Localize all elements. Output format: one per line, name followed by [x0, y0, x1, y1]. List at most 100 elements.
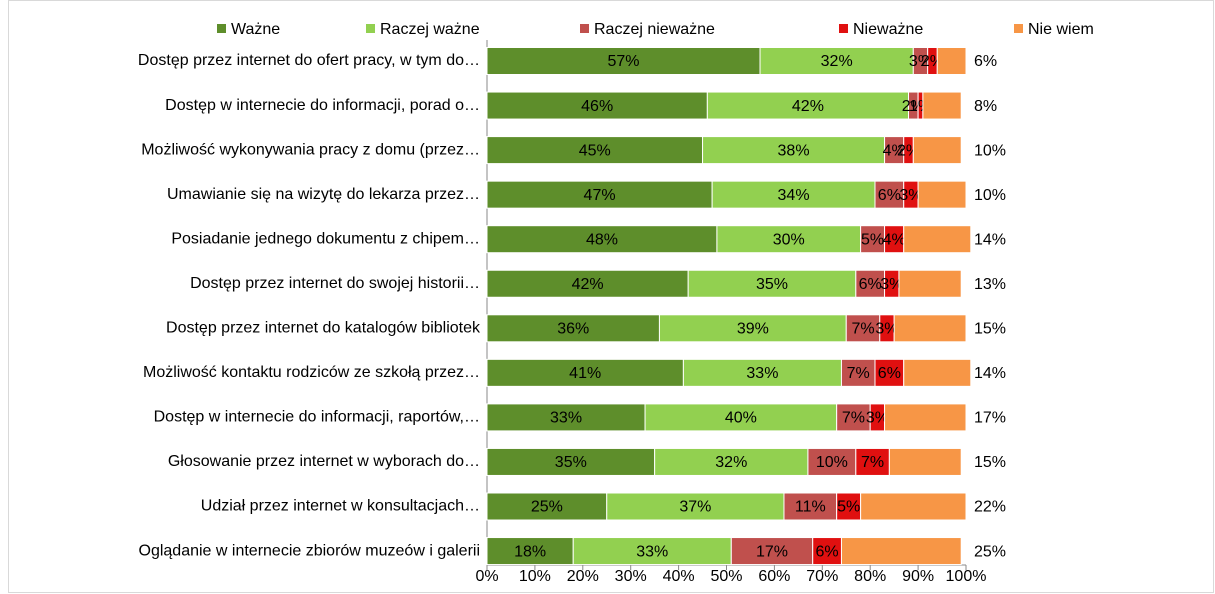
data-label: 11%: [795, 499, 826, 516]
bar-segment: [922, 91, 962, 120]
bar-segment: [917, 180, 967, 209]
x-tick-label: 100%: [946, 568, 987, 585]
legend-label: Nie wiem: [1028, 21, 1094, 38]
data-label: 6%: [816, 543, 839, 560]
bar-segment: [888, 447, 962, 476]
bar-segment: [783, 492, 838, 521]
data-label: 18%: [514, 543, 546, 560]
data-label: 7%: [851, 321, 874, 338]
data-label: 5%: [837, 499, 860, 516]
bar-segment: [874, 180, 905, 209]
bar-segment: [486, 358, 684, 387]
data-label: 17%: [974, 410, 1006, 427]
data-label: 33%: [636, 543, 668, 560]
data-label: 41%: [569, 365, 601, 382]
bar-segment: [855, 447, 890, 476]
legend-label: Raczej nieważne: [594, 21, 715, 38]
category-label: Udział przez internet w konsultacjach…: [201, 498, 480, 515]
data-label: 25%: [974, 543, 1006, 560]
data-label: 35%: [756, 276, 788, 293]
bar-segment: [855, 269, 886, 298]
bar-segment: [936, 47, 967, 75]
x-tick-label: 10%: [519, 568, 551, 585]
bar-segment: [840, 537, 962, 566]
bar-segment: [486, 136, 704, 165]
data-label: 30%: [773, 231, 805, 248]
data-label: 40%: [725, 410, 757, 427]
data-label: 33%: [746, 365, 778, 382]
data-label: 7%: [842, 410, 865, 427]
bar-segment: [702, 136, 886, 165]
data-label: 32%: [715, 454, 747, 471]
x-tick-label: 70%: [806, 568, 838, 585]
category-label: Głosowanie przez internet w wyborach do…: [168, 453, 480, 470]
bar-segment: [840, 358, 876, 387]
legend-label: Nieważne: [853, 21, 923, 38]
legend-label: Ważne: [231, 21, 280, 38]
data-label: 6%: [859, 276, 882, 293]
data-label: 6%: [878, 187, 901, 204]
data-label: 38%: [778, 142, 810, 159]
bar-segment: [682, 358, 842, 387]
bar-segment: [486, 492, 608, 521]
bar-segment: [759, 47, 914, 75]
data-label: 37%: [679, 499, 711, 516]
legend-swatch: [1014, 24, 1023, 33]
data-label: 3%: [909, 53, 932, 70]
bar-segment: [706, 91, 910, 120]
bar-segment: [486, 269, 689, 298]
data-label: 6%: [974, 53, 997, 70]
bar-segment: [716, 225, 862, 254]
category-label: Umawianie się na wizytę do lekarza przez…: [167, 186, 480, 203]
bar-segment: [606, 492, 785, 521]
data-label: 32%: [821, 53, 853, 70]
data-label: 6%: [878, 365, 901, 382]
data-label: 10%: [816, 454, 848, 471]
bar-segment: [486, 91, 708, 120]
bar-segment: [486, 225, 718, 254]
x-tick-label: 90%: [902, 568, 934, 585]
category-label: Dostęp przez internet do swojej historii…: [190, 275, 480, 292]
data-label: 3%: [880, 276, 903, 293]
data-label: 5%: [861, 231, 884, 248]
data-label: 10%: [974, 142, 1006, 159]
data-label: 42%: [572, 276, 604, 293]
data-label: 48%: [586, 231, 618, 248]
x-tick-label: 50%: [710, 568, 742, 585]
data-label: 14%: [974, 365, 1006, 382]
bar-segment: [912, 136, 962, 165]
data-label: 33%: [550, 410, 582, 427]
data-label: 3%: [866, 410, 889, 427]
category-label: Dostęp przez internet do katalogów bibli…: [166, 320, 481, 337]
data-label: 46%: [581, 98, 613, 115]
data-label: 35%: [555, 454, 587, 471]
category-label: Możliwość kontaktu rodziców ze szkołą pr…: [143, 364, 480, 381]
bar-segment: [572, 537, 732, 566]
bar-segment: [893, 314, 967, 343]
x-tick-label: 20%: [567, 568, 599, 585]
data-label: 17%: [756, 543, 788, 560]
data-label: 7%: [847, 365, 870, 382]
category-label: Oglądanie w internecie zbiorów muzeów i …: [139, 542, 481, 559]
bar-segment: [654, 447, 809, 476]
data-label: 4%: [883, 142, 906, 159]
data-label: 36%: [557, 321, 589, 338]
data-label: 15%: [974, 321, 1006, 338]
bar-segment: [486, 180, 713, 209]
data-label: 25%: [531, 499, 563, 516]
bar-segment: [812, 537, 842, 566]
data-label: 8%: [974, 98, 997, 115]
bar-segment: [711, 180, 876, 209]
data-label: 14%: [974, 231, 1006, 248]
legend-swatch: [839, 24, 848, 33]
bar-segment: [644, 403, 838, 432]
legend-label: Raczej ważne: [380, 21, 480, 38]
category-label: Dostęp przez internet do ofert pracy, w …: [138, 52, 480, 69]
category-label: Dostęp w internecie do informacji, porad…: [165, 97, 480, 114]
x-tick-label: 30%: [615, 568, 647, 585]
data-label: 39%: [737, 321, 769, 338]
data-label: 42%: [792, 98, 824, 115]
x-tick-label: 0%: [475, 568, 498, 585]
bar-segment: [486, 47, 761, 75]
bar-segment: [884, 403, 967, 432]
